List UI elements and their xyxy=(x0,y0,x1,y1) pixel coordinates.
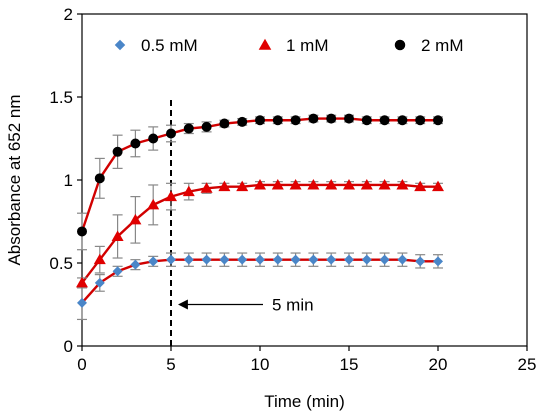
data-point xyxy=(147,198,160,210)
data-point xyxy=(93,253,106,265)
data-point xyxy=(236,180,249,192)
data-point xyxy=(112,266,123,277)
data-point xyxy=(237,116,248,127)
series-1-mM xyxy=(76,178,444,289)
legend-marker xyxy=(394,39,406,51)
data-point xyxy=(397,115,408,126)
series-0_5-mM xyxy=(77,252,443,321)
data-point xyxy=(307,178,320,190)
data-point xyxy=(111,230,124,241)
data-point xyxy=(201,121,212,132)
data-point xyxy=(183,254,194,265)
x-axis-title: Time (min) xyxy=(264,392,345,411)
x-tick-label: 5 xyxy=(166,355,175,374)
data-point xyxy=(271,178,284,190)
data-point xyxy=(130,138,141,149)
data-point xyxy=(165,190,177,202)
legend-marker xyxy=(258,38,272,50)
data-point xyxy=(360,178,373,190)
data-point xyxy=(182,185,195,197)
legend-entry: 0.5 mM xyxy=(114,36,198,55)
data-point xyxy=(344,113,354,124)
series-2-mM xyxy=(77,113,443,251)
x-tick-label: 20 xyxy=(429,355,448,374)
axes: 0 5 10 15 20 25 0 0.5 1 1.5 2 xyxy=(49,5,536,374)
data-point xyxy=(201,254,212,265)
data-point xyxy=(272,115,283,126)
y-tick-label: 1 xyxy=(64,171,73,190)
data-point xyxy=(326,254,337,265)
legend: 0.5 mM 1 mM 2 mM xyxy=(114,36,464,55)
data-point xyxy=(361,254,372,265)
y-tick-label: 0 xyxy=(64,337,73,356)
data-point xyxy=(218,180,231,192)
data-point xyxy=(112,146,123,157)
y-tick-label: 1.5 xyxy=(49,88,73,107)
legend-label: 0.5 mM xyxy=(141,36,198,55)
data-point xyxy=(397,254,408,265)
data-point xyxy=(308,254,319,265)
data-point xyxy=(76,276,88,288)
data-point xyxy=(237,254,248,265)
data-point xyxy=(379,254,390,265)
x-tick-label: 15 xyxy=(340,355,359,374)
data-point xyxy=(77,297,87,308)
data-point xyxy=(148,256,159,267)
data-point xyxy=(255,254,265,265)
data-point xyxy=(94,277,105,288)
data-point xyxy=(433,256,443,267)
data-point xyxy=(290,115,301,126)
data-point xyxy=(414,180,427,192)
legend-entry: 1 mM xyxy=(258,36,329,55)
legend-label: 2 mM xyxy=(421,36,464,55)
data-point xyxy=(379,115,390,126)
data-point xyxy=(129,213,142,225)
x-tick-label: 0 xyxy=(77,355,86,374)
x-tick-label: 10 xyxy=(251,355,270,374)
data-point xyxy=(183,123,194,134)
data-point xyxy=(255,115,265,126)
data-point xyxy=(415,256,426,267)
arrow-annotation-label: 5 min xyxy=(272,296,314,315)
legend-entry: 2 mM xyxy=(394,36,464,55)
legend-label: 1 mM xyxy=(286,36,329,55)
y-axis-title: Absorbance at 652 nm xyxy=(5,94,24,265)
legend-marker xyxy=(114,39,126,51)
data-point xyxy=(94,173,105,184)
x-tick-label: 25 xyxy=(518,355,537,374)
data-point xyxy=(415,115,426,126)
y-tick-label: 0.5 xyxy=(49,254,73,273)
data-point xyxy=(219,118,230,129)
data-point xyxy=(166,128,176,139)
data-point xyxy=(290,254,301,265)
data-point xyxy=(378,178,391,190)
data-point xyxy=(166,254,176,265)
data-point xyxy=(344,254,354,265)
data-point xyxy=(308,113,319,124)
data-point xyxy=(343,178,355,190)
data-point xyxy=(77,226,87,237)
data-point xyxy=(289,178,302,190)
data-point xyxy=(272,254,283,265)
data-point xyxy=(361,115,372,126)
data-point xyxy=(432,180,444,192)
data-point xyxy=(433,115,443,126)
annotations: 5 min xyxy=(170,99,314,346)
series-layer xyxy=(76,113,444,321)
data-point xyxy=(325,178,338,190)
data-point xyxy=(200,182,213,193)
data-point xyxy=(219,254,230,265)
data-point xyxy=(148,133,159,144)
y-tick-label: 2 xyxy=(64,5,73,24)
data-point xyxy=(130,259,141,270)
data-point xyxy=(254,178,266,190)
data-point xyxy=(396,178,409,190)
data-point xyxy=(326,113,337,124)
